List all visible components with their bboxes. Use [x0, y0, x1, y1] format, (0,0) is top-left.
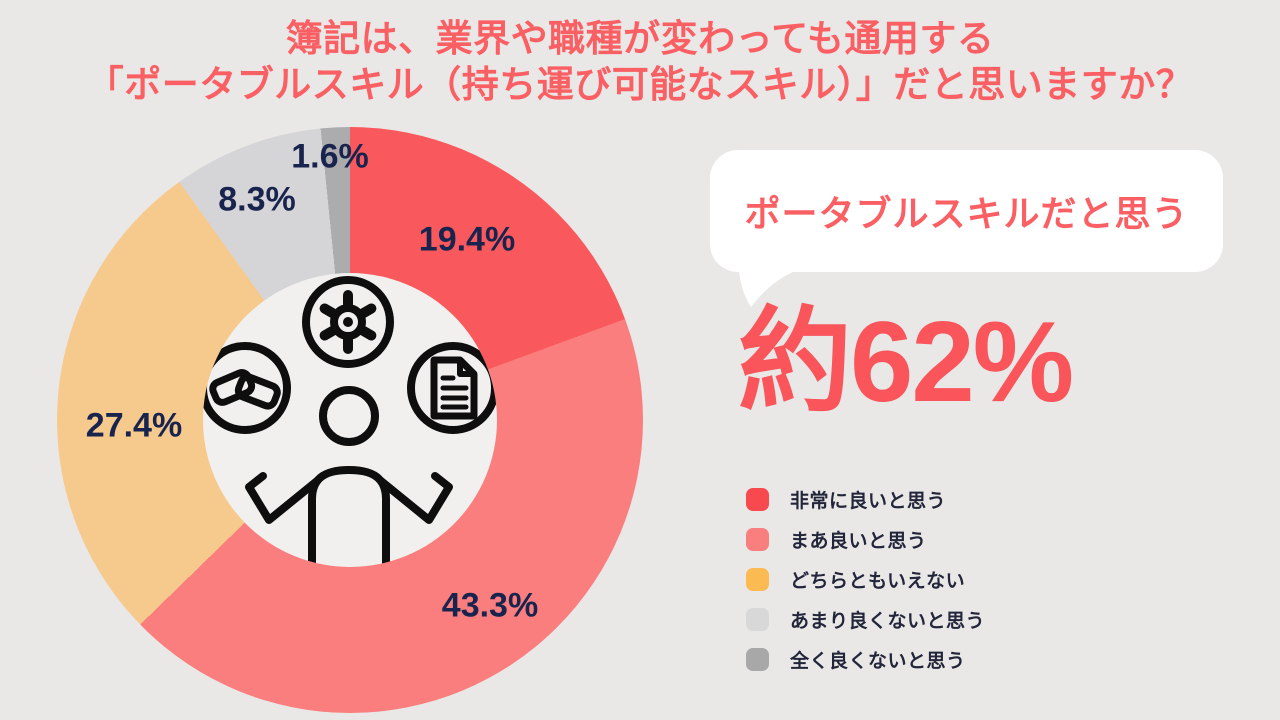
segment-label-19-4: 19.4% — [418, 220, 516, 259]
legend: 非常に良いと思う まあ良いと思う どちらともいえない あまり良くないと思う 全く… — [746, 479, 985, 679]
segment-label-43-3: 43.3% — [441, 586, 539, 625]
legend-label: まあ良いと思う — [790, 530, 927, 552]
chart-title-line1: 簿記は、業界や職種が変わっても通用する — [285, 18, 995, 59]
legend-label: あまり良くないと思う — [790, 610, 986, 632]
chart-title: 簿記は、業界や職種が変わっても通用する「ポータブルスキル（持ち運び可能なスキル）… — [0, 16, 1280, 109]
segment-label-1-6: 1.6% — [291, 137, 369, 176]
legend-swatch — [746, 527, 769, 551]
legend-label: どちらともいえない — [790, 570, 966, 592]
segment-label-27-4: 27.4% — [85, 406, 183, 445]
handshake-icon — [203, 342, 291, 434]
chart-title-line2: 「ポータブルスキル（持ち運び可能なスキル）」だと思いますか？ — [86, 64, 1194, 106]
legend-item: 非常に良いと思う — [746, 479, 985, 519]
donut-chart — [57, 127, 643, 713]
legend-swatch — [746, 567, 769, 591]
portable-skills-icon — [203, 276, 497, 567]
person-icon — [245, 386, 453, 567]
legend-swatch — [746, 487, 769, 511]
legend-item: あまり良くないと思う — [746, 599, 985, 639]
stat-value: 約62% — [738, 299, 1074, 426]
legend-label: 非常に良いと思う — [790, 490, 947, 512]
legend-item: 全く良くないと思う — [746, 639, 985, 679]
speech-bubble-tail — [739, 270, 795, 307]
speech-bubble-text: ポータブルスキルだと思う — [744, 193, 1189, 234]
donut-hole — [203, 273, 497, 567]
legend-label: 全く良くないと思う — [790, 650, 966, 672]
legend-item: どちらともいえない — [746, 559, 985, 599]
segment-label-8-3: 8.3% — [218, 180, 296, 219]
speech-bubble: ポータブルスキルだと思う — [710, 150, 1223, 272]
legend-swatch — [746, 607, 769, 631]
legend-swatch — [746, 647, 769, 671]
document-icon — [407, 342, 497, 434]
gear-icon — [302, 276, 394, 368]
legend-item: まあ良いと思う — [746, 519, 985, 559]
